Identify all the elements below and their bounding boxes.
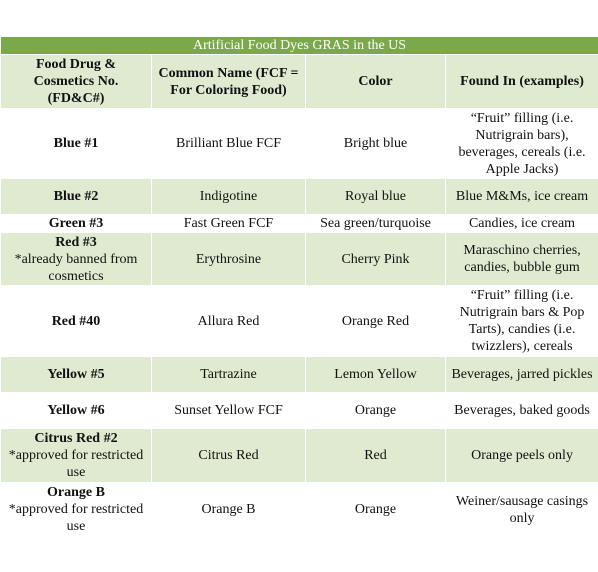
common-name-cell: Sunset Yellow FCF bbox=[151, 392, 306, 429]
color-cell: Lemon Yellow bbox=[305, 356, 446, 393]
header-row: Food Drug & Cosmetics No. (FD&C#) Common… bbox=[0, 54, 598, 109]
table-row: Yellow #6 Sunset Yellow FCF Orange Bever… bbox=[0, 392, 598, 429]
header-color: Color bbox=[305, 54, 446, 109]
dye-name-cell: Blue #2 bbox=[0, 178, 152, 215]
common-name-cell: Allura Red bbox=[151, 285, 306, 357]
title-row: Artificial Food Dyes GRAS in the US bbox=[0, 36, 598, 55]
found-in-cell: Maraschino cherries, candies, bubble gum bbox=[444, 232, 598, 286]
dye-table-container: Artificial Food Dyes GRAS in the US Food… bbox=[0, 36, 598, 537]
found-in-cell: Weiner/sausage casings only bbox=[444, 482, 598, 537]
dye-name-cell: Orange B *approved for restricted use bbox=[0, 482, 152, 537]
table-row: Orange B *approved for restricted use Ora… bbox=[0, 482, 598, 537]
dye-name: Yellow #5 bbox=[47, 367, 105, 382]
color-cell: Cherry Pink bbox=[305, 232, 446, 286]
dye-name-cell: Citrus Red #2 *approved for restricted us… bbox=[0, 428, 152, 483]
found-in-cell: Orange peels only bbox=[444, 428, 598, 483]
color-cell: Bright blue bbox=[305, 108, 446, 179]
found-in-cell: Beverages, jarred pickles bbox=[444, 356, 598, 393]
color-cell: Sea green/turquoise bbox=[305, 214, 446, 233]
dye-name-cell: Red #40 bbox=[0, 285, 152, 357]
table-row: Blue #2 Indigotine Royal blue Blue M&Ms,… bbox=[0, 178, 598, 215]
color-cell: Red bbox=[305, 428, 446, 483]
color-cell: Royal blue bbox=[305, 178, 446, 215]
found-in-cell: “Fruit” filling (i.e. Nutrigrain bars & … bbox=[444, 285, 598, 357]
dye-name-cell: Red #3 *already banned from cosmetics bbox=[0, 232, 152, 286]
table-row: Green #3 Fast Green FCF Sea green/turquo… bbox=[0, 214, 598, 233]
common-name-cell: Brilliant Blue FCF bbox=[151, 108, 306, 179]
dye-name-cell: Yellow #6 bbox=[0, 392, 152, 429]
header-fdc-number: Food Drug & Cosmetics No. (FD&C#) bbox=[0, 54, 152, 109]
found-in-cell: “Fruit” filling (i.e. Nutrigrain bars), … bbox=[444, 108, 598, 179]
common-name-cell: Tartrazine bbox=[151, 356, 306, 393]
table-row: Red #40 Allura Red Orange Red “Fruit” fi… bbox=[0, 285, 598, 357]
dye-name: Red #40 bbox=[51, 313, 101, 329]
table-row: Blue #1 Brilliant Blue FCF Bright blue “… bbox=[0, 108, 598, 179]
common-name-cell: Orange B bbox=[151, 482, 306, 537]
common-name-cell: Erythrosine bbox=[151, 232, 306, 286]
common-name-cell: Fast Green FCF bbox=[151, 214, 306, 233]
table-row: Citrus Red #2 *approved for restricted us… bbox=[0, 428, 598, 483]
dye-name: Orange B bbox=[47, 485, 105, 500]
dye-name-cell: Green #3 bbox=[0, 214, 152, 233]
dye-note: *already banned from cosmetics bbox=[14, 251, 138, 284]
dye-name: Citrus Red #2 bbox=[34, 431, 118, 446]
dye-note: *approved for restricted use bbox=[8, 448, 144, 480]
found-in-cell: Candies, ice cream bbox=[444, 214, 598, 233]
color-cell: Orange bbox=[305, 482, 446, 537]
color-cell: Orange bbox=[305, 392, 446, 429]
dye-name-cell: Blue #1 bbox=[0, 108, 152, 179]
common-name-cell: Indigotine bbox=[151, 178, 306, 215]
header-found-in: Found In (examples) bbox=[444, 54, 598, 109]
dye-name: Red #3 bbox=[55, 234, 97, 250]
dye-name-cell: Yellow #5 bbox=[0, 356, 152, 393]
dye-name: Blue #2 bbox=[53, 189, 99, 204]
color-cell: Orange Red bbox=[305, 285, 446, 357]
dye-table: Artificial Food Dyes GRAS in the US Food… bbox=[0, 36, 598, 537]
found-in-cell: Blue M&Ms, ice cream bbox=[444, 178, 598, 215]
dye-note: *approved for restricted use bbox=[8, 502, 144, 534]
common-name-cell: Citrus Red bbox=[151, 428, 306, 483]
table-row: Yellow #5 Tartrazine Lemon Yellow Bevera… bbox=[0, 356, 598, 393]
dye-name: Blue #1 bbox=[53, 136, 99, 151]
found-in-cell: Beverages, baked goods bbox=[444, 392, 598, 429]
dye-name: Green #3 bbox=[48, 216, 104, 231]
dye-name: Yellow #6 bbox=[47, 403, 105, 418]
header-common-name: Common Name (FCF = For Coloring Food) bbox=[151, 54, 306, 109]
table-row: Red #3 *already banned from cosmetics Ery… bbox=[0, 232, 598, 286]
table-title: Artificial Food Dyes GRAS in the US bbox=[0, 36, 598, 55]
